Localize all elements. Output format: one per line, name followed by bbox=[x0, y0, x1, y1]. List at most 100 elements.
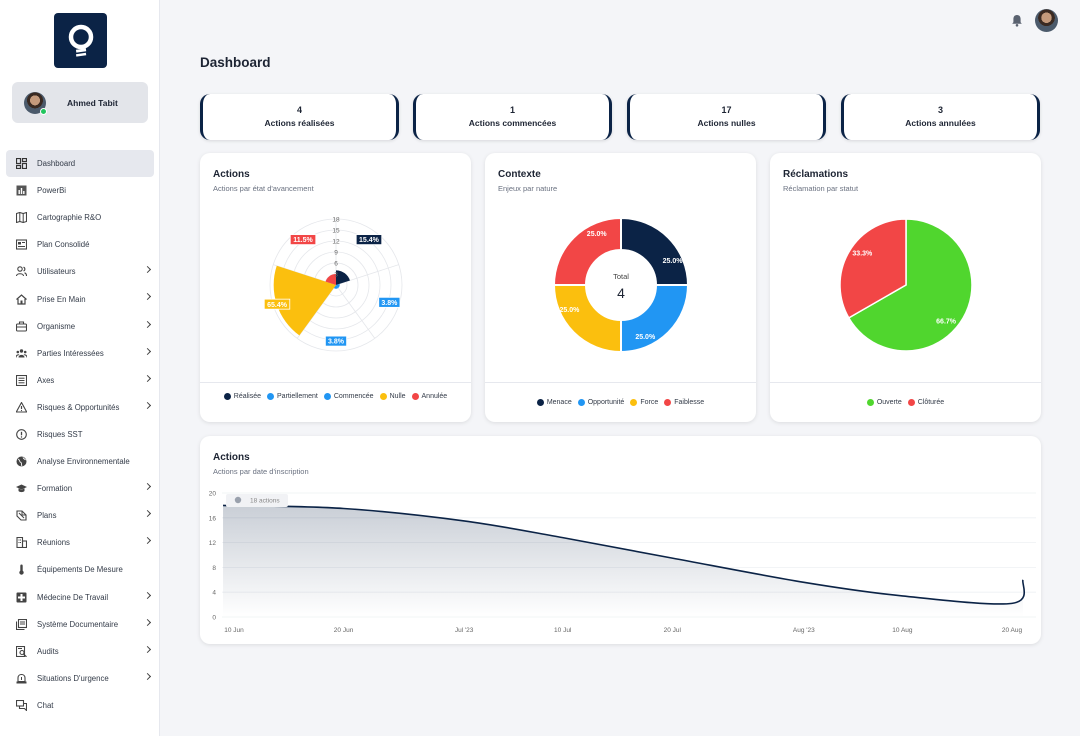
legend-item-realisee[interactable]: Réalisée bbox=[223, 391, 262, 402]
legend-item-commencee[interactable]: Commencée bbox=[323, 391, 374, 402]
sidebar-item-label: Formation bbox=[37, 484, 73, 494]
polar-data-label: 15.4% bbox=[359, 237, 380, 244]
sidebar-item-cartographie-r-o[interactable]: Cartographie R&O bbox=[6, 204, 154, 231]
polar-data-label: 3.8% bbox=[328, 339, 345, 346]
polar-slice-commencee bbox=[333, 285, 339, 289]
sidebar-item-risques-opportunites[interactable]: Risques & Opportunités bbox=[6, 394, 154, 421]
tooltip-text: 18 actions bbox=[250, 498, 280, 505]
sidebar-item-label: Plans bbox=[37, 511, 57, 521]
chevron-right-icon[interactable] bbox=[143, 537, 152, 545]
globe-icon bbox=[16, 456, 27, 467]
sidebar-item-axes[interactable]: Axes bbox=[6, 367, 154, 394]
sidebar-item-systeme-documentaire[interactable]: Système Documentaire bbox=[6, 611, 154, 638]
legend-item-faiblesse[interactable]: Faiblesse bbox=[664, 397, 704, 408]
sidebar-item-dashboard[interactable]: Dashboard bbox=[6, 150, 154, 178]
chevron-right-icon[interactable] bbox=[143, 645, 152, 653]
sidebar-item-analyse-environnementale[interactable]: Analyse Environnementale bbox=[6, 448, 154, 475]
donut-center-value: 4 bbox=[617, 285, 625, 301]
area-fill bbox=[223, 505, 1025, 617]
chevron-right-icon[interactable] bbox=[143, 374, 152, 382]
sidebar-item-organisme[interactable]: Organisme bbox=[6, 313, 154, 340]
chevron-right-icon[interactable] bbox=[143, 266, 152, 274]
notification-bell-icon[interactable] bbox=[1011, 14, 1023, 27]
profile-avatar[interactable] bbox=[1035, 9, 1058, 32]
sidebar-item-label: Médecine De Travail bbox=[37, 592, 109, 602]
legend-item-menace[interactable]: Menace bbox=[536, 397, 572, 408]
sidebar-item-label: Réunions bbox=[37, 538, 70, 548]
sidebar-item-prise-en-main[interactable]: Prise En Main bbox=[6, 285, 154, 312]
sidebar-item-medecine-de-travail[interactable]: Médecine De Travail bbox=[6, 584, 154, 611]
kpi-label: Actions réalisées bbox=[264, 118, 335, 128]
doughnut-chart: 25.0% 25.0% 25.0% 25.0% Total 4 bbox=[552, 216, 690, 354]
kpi-card-actions-nulles[interactable]: 17 Actions nulles bbox=[627, 94, 826, 140]
warning-icon bbox=[16, 401, 27, 413]
y-tick-label: 0 bbox=[212, 615, 216, 622]
document-icon bbox=[16, 239, 27, 250]
chevron-right-icon[interactable] bbox=[143, 320, 152, 328]
legend-label: Réalisée bbox=[233, 393, 262, 400]
y-tick-label: 12 bbox=[209, 540, 217, 547]
sidebar-item-parties-interessees[interactable]: Parties Intéressées bbox=[6, 340, 154, 367]
chevron-right-icon[interactable] bbox=[143, 347, 152, 355]
chevron-right-icon[interactable] bbox=[143, 672, 152, 680]
chevron-right-icon[interactable] bbox=[143, 618, 152, 626]
sidebar-item-plans[interactable]: Plans bbox=[6, 502, 154, 529]
kpi-card-actions-commencees[interactable]: 1 Actions commencées bbox=[413, 94, 612, 140]
sidebar-item-chat[interactable]: Chat bbox=[6, 692, 154, 719]
legend-item-nulle[interactable]: Nulle bbox=[379, 391, 406, 402]
donut-data-label: 25.0% bbox=[635, 334, 656, 341]
polar-spoke bbox=[335, 264, 399, 286]
siren-icon bbox=[16, 673, 27, 684]
chevron-right-icon[interactable] bbox=[143, 293, 152, 301]
sidebar-item-utilisateurs[interactable]: Utilisateurs bbox=[6, 258, 154, 285]
sidebar-item-risques-sst[interactable]: Risques SST bbox=[6, 421, 154, 448]
sidebar-item-formation[interactable]: Formation bbox=[6, 475, 154, 502]
legend-swatch bbox=[223, 393, 231, 400]
panel-title: Actions bbox=[213, 169, 250, 180]
legend-label: Ouverte bbox=[876, 399, 902, 406]
kpi-value: 4 bbox=[296, 105, 302, 115]
legend-item-annulee[interactable]: Annulée bbox=[411, 391, 447, 402]
chevron-right-icon[interactable] bbox=[143, 483, 152, 491]
briefcase-icon bbox=[16, 321, 27, 332]
contexte-panel: Contexte Enjeux par nature 25.0% 25.0% 25.… bbox=[485, 153, 756, 422]
x-tick-label: Aug '23 bbox=[793, 627, 815, 634]
legend-item-cloturee[interactable]: Clôturée bbox=[907, 397, 944, 408]
chevron-right-icon[interactable] bbox=[143, 510, 152, 518]
pie-chart: 66.7% 33.3% bbox=[839, 218, 973, 352]
kpi-card-actions-realisees[interactable]: 4 Actions réalisées bbox=[200, 94, 399, 140]
app-logo[interactable] bbox=[54, 13, 107, 68]
chevron-right-icon[interactable] bbox=[143, 591, 152, 599]
kpi-value: 17 bbox=[721, 105, 732, 115]
sidebar: Ahmed Tabit Dashboard PowerBi Cartographie… bbox=[0, 0, 160, 736]
sidebar-item-label: Risques SST bbox=[37, 429, 83, 439]
chevron-right-icon[interactable] bbox=[143, 401, 152, 409]
sidebar-item-situations-d-urgence[interactable]: Situations D'urgence bbox=[6, 665, 154, 692]
legend-swatch bbox=[411, 393, 419, 400]
legend-item-ouverte[interactable]: Ouverte bbox=[866, 397, 902, 408]
legend-swatch bbox=[630, 399, 638, 406]
y-tick-label: 16 bbox=[209, 515, 217, 522]
sidebar-item-equipements-de-mesure[interactable]: Équipements De Mesure bbox=[6, 556, 154, 583]
user-card[interactable]: Ahmed Tabit bbox=[12, 82, 148, 123]
x-tick-label: 10 Aug bbox=[892, 627, 913, 634]
legend-item-partiellement[interactable]: Partiellement bbox=[267, 391, 318, 402]
legend-item-opportunite[interactable]: Opportunité bbox=[577, 397, 624, 408]
x-tick-label: 20 Jul bbox=[664, 627, 682, 634]
polar-data-label: 65.4% bbox=[267, 302, 288, 309]
legend-label: Nulle bbox=[389, 393, 406, 400]
sidebar-item-audits[interactable]: Audits bbox=[6, 638, 154, 665]
building-icon bbox=[16, 537, 27, 549]
sidebar-item-powerbi[interactable]: PowerBi bbox=[6, 177, 154, 204]
sidebar-item-plan-consolide[interactable]: Plan Consolidé bbox=[6, 231, 154, 258]
polar-spoke bbox=[335, 284, 376, 339]
polar-area-chart: 3 6 9 12 15 18 15.4% 3.8% 3.8% 65.4% 11.5% bbox=[263, 217, 403, 352]
chat-icon bbox=[16, 699, 27, 711]
kpi-card-actions-annulees[interactable]: 3 Actions annulées bbox=[841, 94, 1040, 140]
panel-subtitle: Enjeux par nature bbox=[498, 184, 558, 193]
alert-circle-icon bbox=[16, 429, 27, 440]
polar-tick-label: 18 bbox=[332, 217, 340, 224]
legend-item-force[interactable]: Force bbox=[630, 397, 658, 408]
sidebar-item-reunions[interactable]: Réunions bbox=[6, 529, 154, 556]
sidebar-item-label: Dashboard bbox=[37, 159, 76, 169]
